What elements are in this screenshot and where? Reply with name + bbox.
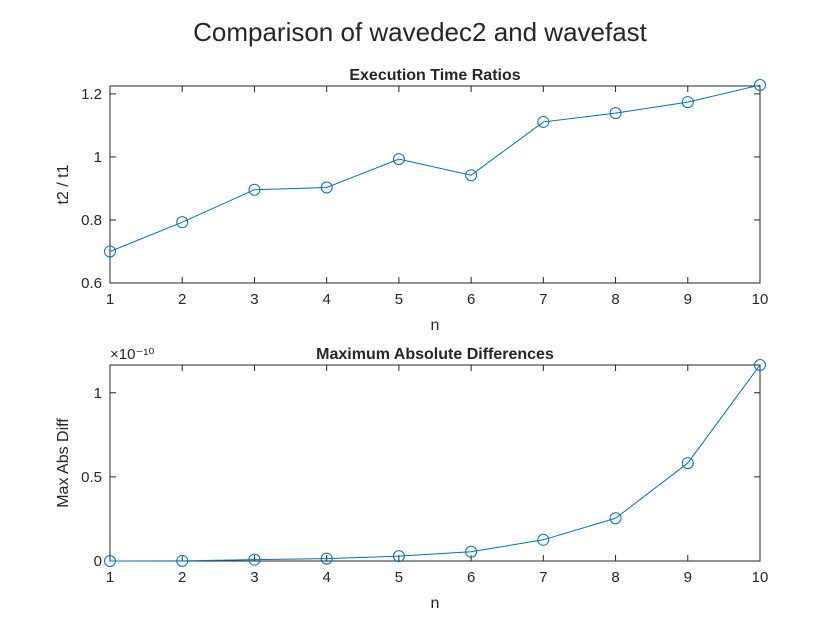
data-point [176,554,189,567]
x-tick-label: 2 [178,569,186,586]
data-point [754,359,766,371]
y-axis-label: t2 / t1 [55,164,72,204]
y-tick-label: 0.6 [81,275,102,292]
y-tick-label: 0.8 [81,212,102,229]
axes-box [109,85,761,284]
data-point [537,533,550,546]
data-point [248,553,261,566]
data-point [465,169,478,182]
data-point [320,181,333,194]
data-point [609,107,622,120]
x-tick-label: 5 [395,291,403,308]
x-tick-label: 3 [250,291,258,308]
axes-title: Execution Time Ratios [349,67,520,84]
x-tick-label: 6 [467,569,475,586]
figure-title: Comparison of wavedec2 and wavefast [193,17,648,47]
x-tick-label: 1 [106,291,114,308]
execution-time-ratios-axes: 1 2 3 4 5 6 7 8 9 10 0.6 0.8 1 1.2 Execution Time Rati… [55,67,768,334]
data-point [537,115,550,128]
y-tick-label: 1.2 [81,86,102,103]
x-tick-label: 5 [395,569,403,586]
x-tick-label: 4 [322,291,330,308]
x-tick-label: 4 [322,569,330,586]
y-tick-label: 1 [94,385,102,402]
x-axis-label: n [431,595,440,612]
x-tick-label: 10 [752,291,769,308]
axes-title: Maximum Absolute Differences [316,346,554,363]
x-axis-label: n [431,317,440,334]
x-tick-label: 8 [611,569,619,586]
x-tick-label: 9 [684,569,692,586]
x-tick-label: 7 [539,569,547,586]
series-line [109,84,761,252]
max-abs-diff-axes: 1 2 3 4 5 6 7 8 9 10 0 0.5 1 Maximum Absolute Differe… [55,346,768,612]
data-point [681,96,694,109]
data-point [104,555,116,567]
data-point [176,216,189,229]
series-line [109,364,761,562]
x-tick-label: 6 [467,291,475,308]
axes-box [109,364,761,562]
y-tick-label: 0.5 [81,469,102,486]
x-tick-label: 2 [178,291,186,308]
y-tick-label: 0 [94,553,102,570]
data-point [104,245,116,258]
y-exponent-label: ×10⁻¹⁰ [110,346,154,363]
x-tick-label: 3 [250,569,258,586]
data-point [754,79,766,92]
data-point [609,512,622,525]
x-tick-label: 9 [684,291,692,308]
x-tick-label: 1 [106,569,114,586]
data-point [392,153,405,166]
data-point [248,183,261,196]
data-point [681,457,694,470]
data-point [465,545,478,558]
data-point [320,552,333,565]
data-point [392,550,405,563]
y-tick-label: 1 [94,149,102,166]
x-tick-label: 8 [611,291,619,308]
y-axis-label: Max Abs Diff [55,418,72,508]
x-tick-label: 7 [539,291,547,308]
x-tick-label: 10 [752,569,769,586]
